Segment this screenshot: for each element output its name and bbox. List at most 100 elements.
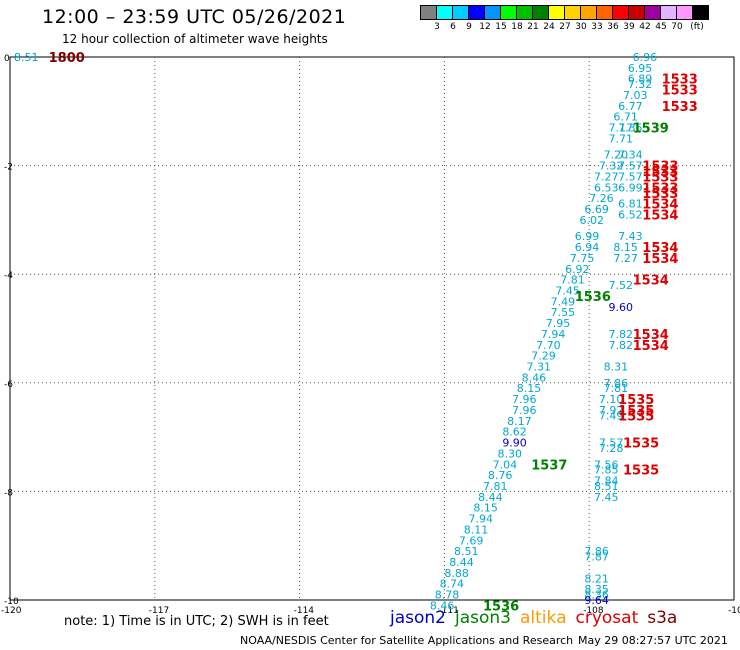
time-label: 1533 — [642, 160, 678, 175]
time-label: 1535 — [618, 409, 654, 424]
legend-label: 42 — [639, 22, 651, 32]
legend-label: 70 — [671, 22, 683, 32]
swh-value-label: 7.82 — [609, 339, 634, 352]
swh-value-label: 8.51 — [594, 480, 619, 493]
swh-value-label: 7.70 — [536, 339, 561, 352]
y-tick-label: -10 — [4, 597, 19, 607]
swh-value-label: 6.77 — [618, 100, 643, 113]
swh-value-label: 7.49 — [551, 295, 576, 308]
swh-value-label: 8.15 — [613, 241, 638, 254]
time-label: 1800 — [49, 51, 85, 66]
x-tick-label: -114 — [294, 606, 315, 616]
legend-label: 3 — [434, 22, 440, 32]
swh-value-label: 7.96 — [512, 404, 537, 417]
swh-value-label: 7.43 — [618, 230, 643, 243]
legend-label: 12 — [479, 22, 491, 32]
jason2-value-label: 9.60 — [609, 301, 634, 314]
swh-value-label: 7.95 — [546, 317, 571, 330]
swh-value-label: 6.96 — [633, 51, 658, 64]
legend-label: 33 — [591, 22, 603, 32]
swh-value-label: 6.94 — [575, 241, 600, 254]
legend-label: 21 — [527, 22, 539, 32]
swh-value-label: 8.44 — [449, 556, 474, 569]
swh-value-label: 8.88 — [444, 567, 469, 580]
swh-value-label: 7.81 — [483, 480, 508, 493]
y-tick-label: -6 — [4, 380, 13, 390]
swh-value-label: 8.35 — [584, 583, 609, 596]
swh-value-label: 7.86 — [604, 377, 629, 390]
swh-value-label: 8.51 — [14, 51, 39, 64]
swh-value-label: 7.03 — [623, 89, 648, 102]
swh-values-layer: 6.966.956.897.327.036.776.717.177.357.71… — [14, 51, 657, 612]
time-label: 1539 — [633, 122, 669, 137]
swh-value-label: 8.17 — [507, 415, 532, 428]
swh-value-label: 7.75 — [570, 252, 595, 265]
jason2-value-label: 9.64 — [584, 594, 609, 607]
timestamp-text: May 29 08:27:57 UTC 2021 — [578, 634, 728, 647]
x-tick-label: -120 — [1, 606, 22, 616]
swh-value-label: 8.51 — [454, 545, 479, 558]
swh-value-label: 7.81 — [560, 274, 585, 287]
swh-value-label: 7.32 — [599, 160, 624, 173]
swh-value-label: 7.71 — [609, 132, 634, 145]
satellite-legend-s3a: s3a — [647, 608, 678, 628]
swh-value-label: 8.46 — [522, 371, 547, 384]
swh-value-label: 7.57 — [618, 170, 643, 183]
swh-value-label: 7.34 — [618, 149, 643, 162]
swh-value-label: 8.30 — [497, 447, 522, 460]
satellite-legend-jason3: jason3 — [455, 608, 511, 628]
swh-value-label: 8.76 — [488, 469, 512, 482]
time-label: 1533 — [642, 181, 678, 196]
swh-value-label: 7.27 — [594, 170, 619, 183]
page-title: 12:00 – 23:59 UTC 05/26/2021 — [42, 6, 347, 28]
satellite-legend-jason2: jason2 — [390, 608, 446, 628]
swh-value-label: 7.17 — [609, 122, 634, 135]
satellite-legend-cryosat: cryosat — [575, 608, 639, 628]
y-tick-label: -2 — [4, 163, 13, 173]
swh-value-label: 7.27 — [613, 252, 638, 265]
swh-value-label: 7.32 — [628, 78, 653, 91]
swh-value-label: 7.82 — [609, 328, 634, 341]
y-tick-label: -8 — [4, 488, 13, 498]
legend-label: 45 — [655, 22, 667, 32]
swh-value-label: 6.53 — [594, 181, 619, 194]
legend-label: (ft) — [690, 22, 704, 32]
color-scale-legend — [420, 5, 709, 20]
swh-value-label: 6.89 — [628, 73, 653, 86]
swh-value-label: 8.11 — [464, 523, 489, 536]
color-scale-labels: 3 6 9 12 15 18 21 24 27 30 33 36 39 42 45 70 (ft) — [421, 22, 740, 34]
swh-value-label: 7.84 — [594, 475, 619, 488]
swh-value-label: 8.15 — [517, 382, 542, 395]
swh-value-label: 8.15 — [473, 502, 498, 515]
time-label: 1533 — [662, 84, 698, 99]
time-label: 1534 — [642, 208, 678, 223]
swh-value-label: 7.92 — [599, 404, 624, 417]
time-label: 1534 — [642, 241, 678, 256]
legend-label: 39 — [623, 22, 635, 32]
time-label: 1533 — [642, 165, 678, 180]
swh-value-label: 8.78 — [435, 589, 460, 602]
swh-value-label: 7.85 — [594, 464, 619, 477]
time-label: 1535 — [618, 393, 654, 408]
swh-value-label: 6.95 — [628, 62, 653, 75]
time-label: 1533 — [662, 73, 698, 88]
swh-value-label: 7.94 — [541, 328, 566, 341]
satellite-legend: jason2 jason3 altika cryosat s3a — [390, 608, 686, 628]
swh-value-label: 6.52 — [618, 208, 643, 221]
swh-value-label: 6.99 — [575, 230, 600, 243]
time-label: 1534 — [633, 328, 669, 343]
swh-value-label: 7.10 — [599, 393, 624, 406]
swh-value-label: 8.31 — [604, 361, 629, 374]
jason2-value-label: 9.90 — [502, 437, 527, 450]
time-label: 1535 — [623, 437, 659, 452]
time-labels-layer: 1533153315331539153315331533153315331534… — [49, 51, 698, 614]
time-label: 1534 — [642, 198, 678, 213]
x-tick-label: -111 — [438, 606, 458, 616]
swh-value-label: 7.86 — [584, 545, 609, 558]
time-label: 1537 — [531, 458, 567, 473]
satellite-legend-altika: altika — [520, 608, 567, 628]
swh-value-label: 7.55 — [551, 306, 576, 319]
swh-value-label: 6.71 — [613, 111, 638, 124]
swh-value-label: 7.52 — [609, 279, 634, 292]
legend-label: 36 — [607, 22, 619, 32]
